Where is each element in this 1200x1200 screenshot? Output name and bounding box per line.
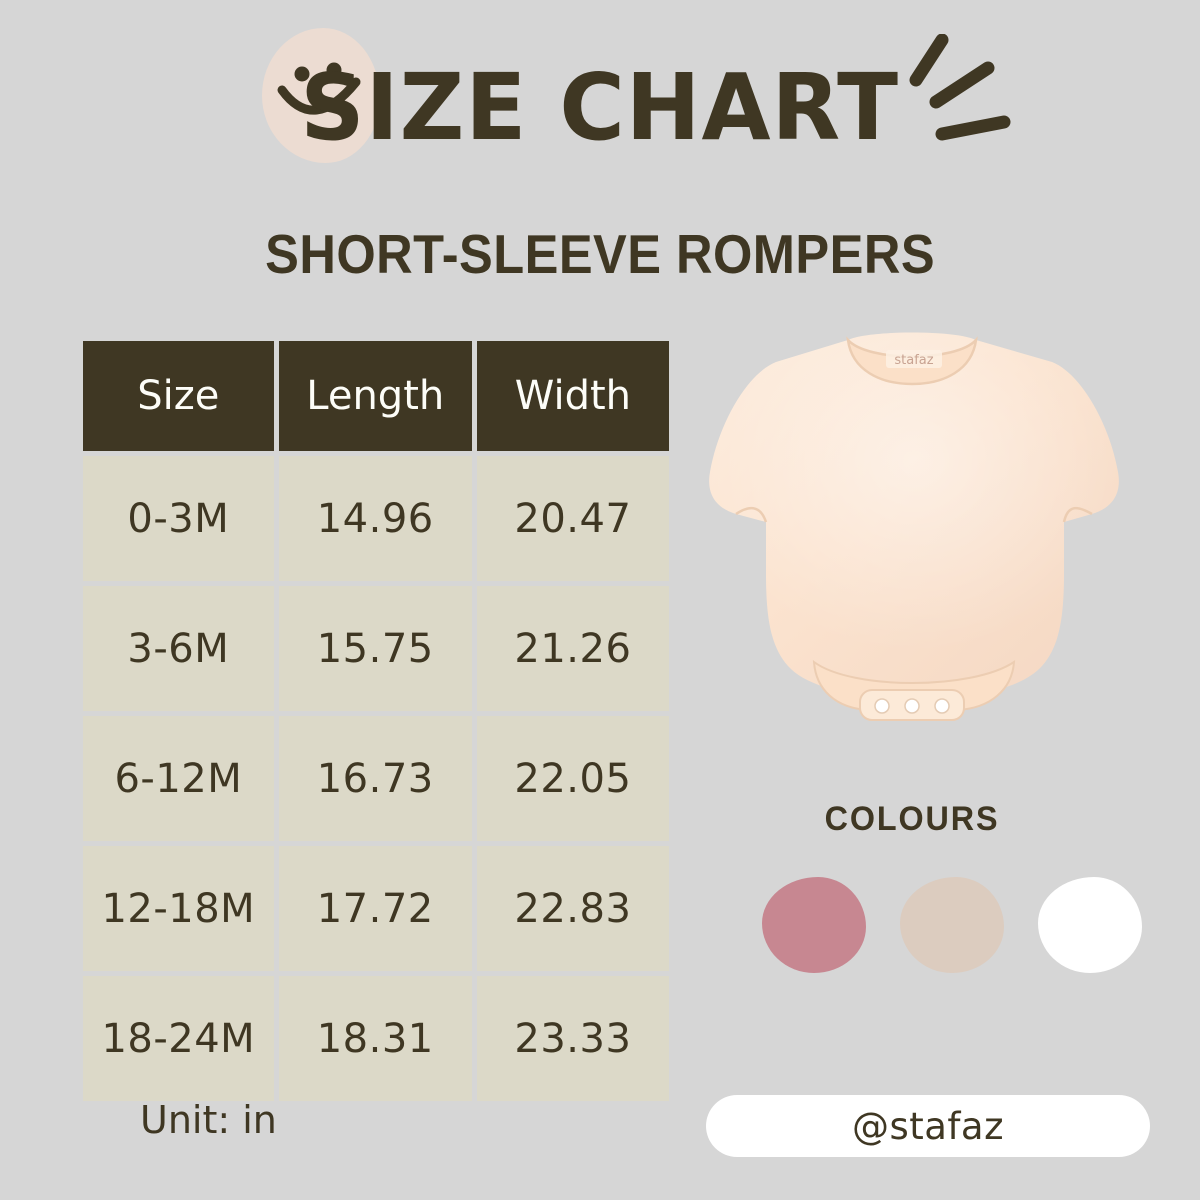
column-header-size: Size [83, 341, 274, 451]
size-chart-table: Size Length Width 0-3M 14.96 20.47 3-6M … [78, 336, 674, 1106]
social-handle-text: @stafaz [851, 1104, 1005, 1148]
social-handle-pill[interactable]: @stafaz [706, 1095, 1150, 1157]
page-subtitle-container: SHORT-SLEEVE ROMPERS [0, 222, 1200, 286]
product-image: stafaz [672, 322, 1152, 772]
table-row: 6-12M 16.73 22.05 [83, 716, 669, 841]
sparkle-burst-icon [909, 34, 1011, 141]
table-header-row: Size Length Width [83, 341, 669, 451]
smiley-face-icon [277, 62, 361, 115]
cell-size: 6-12M [83, 716, 274, 841]
table-row: 3-6M 15.75 21.26 [83, 586, 669, 711]
svg-text:stafaz: stafaz [894, 353, 933, 368]
cell-width: 22.83 [476, 846, 669, 971]
cell-length: 16.73 [278, 716, 472, 841]
column-header-width: Width [476, 341, 669, 451]
cell-length: 17.72 [278, 846, 472, 971]
brand-neck-label: stafaz [886, 350, 942, 368]
colour-swatch-dusty-rose[interactable] [762, 876, 866, 973]
table-row: 0-3M 14.96 20.47 [83, 456, 669, 581]
colour-swatch-row [762, 872, 1142, 977]
unit-note: Unit: in [140, 1098, 277, 1142]
cell-width: 23.33 [476, 976, 669, 1101]
table-row: 12-18M 17.72 22.83 [83, 846, 669, 971]
page-subtitle: SHORT-SLEEVE ROMPERS [265, 223, 935, 285]
page-title-container: SIZE CHART [0, 62, 1200, 154]
cell-length: 18.31 [278, 976, 472, 1101]
column-header-length: Length [278, 341, 472, 451]
cell-length: 15.75 [278, 586, 472, 711]
cell-width: 22.05 [476, 716, 669, 841]
cell-size: 3-6M [83, 586, 274, 711]
romper-illustration: stafaz [709, 332, 1119, 721]
cell-size: 18-24M [83, 976, 274, 1101]
colours-heading: COLOURS [824, 800, 1000, 838]
cell-size: 12-18M [83, 846, 274, 971]
cell-size: 0-3M [83, 456, 274, 581]
cell-width: 21.26 [476, 586, 669, 711]
colour-swatch-white[interactable] [1038, 876, 1142, 973]
colour-swatch-peach-sand[interactable] [900, 876, 1004, 973]
table-row: 18-24M 18.31 23.33 [83, 976, 669, 1101]
cell-length: 14.96 [278, 456, 472, 581]
cell-width: 20.47 [476, 456, 669, 581]
page-title: SIZE CHART [300, 54, 900, 161]
